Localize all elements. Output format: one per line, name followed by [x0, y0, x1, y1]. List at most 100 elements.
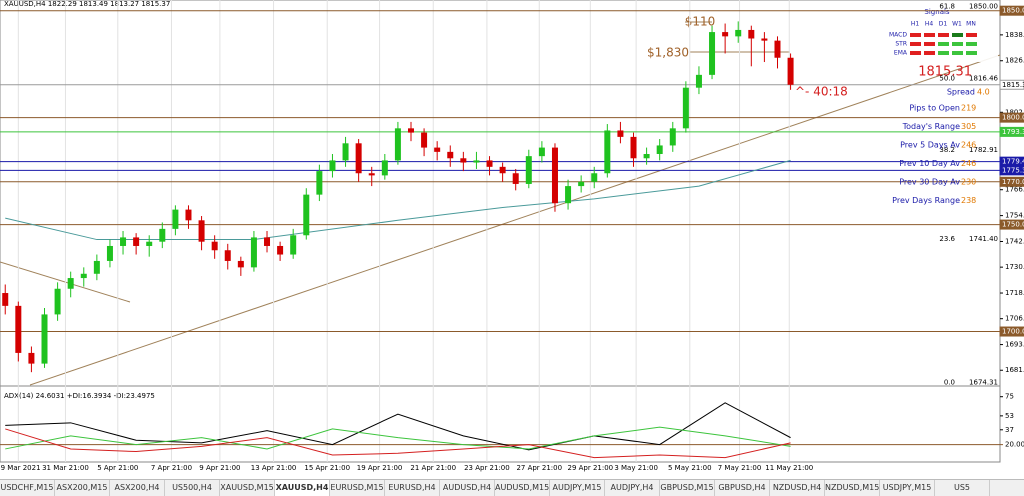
candle-body — [277, 245, 284, 255]
candle-body — [2, 293, 9, 306]
y-tick-label: 37 — [1005, 426, 1014, 434]
info-label: Prev 10 Day Av — [899, 159, 960, 168]
signal-cell — [910, 51, 921, 55]
candle-body — [80, 273, 87, 279]
indicator-line — [5, 402, 791, 451]
tab[interactable]: AUDJPY,M15 — [550, 480, 605, 496]
signal-cell — [924, 51, 935, 55]
candle-body — [381, 160, 388, 176]
x-tick-label: 15 Apr 21:00 — [304, 464, 350, 472]
signal-cell — [966, 42, 977, 46]
plot-frame — [0, 0, 1001, 463]
level-label: 1779.42 — [1002, 158, 1024, 166]
candle-body — [695, 74, 702, 88]
candle-body — [591, 173, 598, 182]
indicator-line — [5, 426, 791, 450]
level-label: 1850.00 — [1002, 7, 1024, 15]
candle-body — [368, 173, 375, 176]
trendline — [29, 54, 1001, 386]
info-label: Today's Range — [902, 122, 960, 131]
current-price: 1815.31 — [918, 65, 972, 80]
tab[interactable]: ASX200,M15 — [55, 480, 110, 496]
candle-body — [106, 245, 113, 261]
tab[interactable]: NZDUSD,M15 — [825, 480, 880, 496]
info-value: 246 — [961, 141, 976, 150]
info-value: 230 — [961, 178, 976, 187]
candle-body — [735, 29, 742, 37]
tab[interactable]: USDJPY,M15 — [880, 480, 935, 496]
level-badge — [999, 112, 1024, 123]
x-tick-label: 7 May 21:00 — [718, 464, 762, 472]
candle-body — [722, 32, 729, 37]
tab-bar: USDCHF,M15 ASX200,M15 ASX200,H4 US500,H4 XAU… — [0, 479, 1024, 496]
level-label: 1750.00 — [1002, 221, 1024, 229]
candle-body — [512, 173, 519, 184]
tab[interactable]: NZDUSD,H4 — [770, 480, 825, 496]
annotation: $110 — [685, 15, 716, 29]
level-badge — [999, 126, 1024, 137]
level-badge — [999, 165, 1024, 176]
candle-body — [447, 151, 454, 159]
y-tick-label: 1766.30 — [1005, 186, 1024, 194]
tab[interactable]: EURUSD,H4 — [385, 480, 440, 496]
info-label: Prev Days Range — [892, 196, 960, 205]
tab[interactable]: AUDUSD,M15 — [495, 480, 550, 496]
y-tick-label: 1730.10 — [1005, 263, 1024, 271]
fib-price: 1816.46 — [969, 74, 998, 82]
y-tick-label: 1693.90 — [1005, 341, 1024, 349]
fib-ratio: 23.6 — [939, 235, 955, 243]
tab[interactable]: EURUSD,M15 — [330, 480, 385, 496]
tab[interactable]: ASX200,H4 — [110, 480, 165, 496]
candle-body — [211, 241, 218, 251]
y-tick-label: 1706.00 — [1005, 315, 1024, 323]
signal-row: STR — [895, 41, 907, 48]
tab[interactable]: XAUUSD,M15 — [220, 480, 275, 496]
signal-cell — [952, 42, 963, 46]
level-badge — [999, 219, 1024, 230]
candle-body — [146, 241, 153, 246]
signal-cell — [966, 51, 977, 55]
indicator-line — [5, 428, 791, 459]
tab[interactable]: US5 — [935, 480, 990, 496]
candle-body — [67, 278, 74, 289]
candle-body — [499, 166, 506, 174]
fib-price: 1850.00 — [969, 3, 998, 11]
candle-body — [394, 128, 401, 161]
tab[interactable]: XAUUSD,H4 — [275, 480, 330, 496]
x-tick-label: 31 Mar 21:00 — [42, 464, 89, 472]
level-badge — [999, 176, 1024, 187]
candle-body — [264, 237, 271, 246]
info-label: Pips to Open — [909, 104, 960, 113]
candle-body — [630, 136, 637, 159]
x-tick-label: 5 May 21:00 — [668, 464, 712, 472]
candle-body — [120, 237, 127, 246]
signal-row: MACD — [889, 32, 907, 39]
candle-body — [656, 145, 663, 154]
fib-price: 1674.31 — [969, 378, 998, 386]
y-tick-label: 20.0000 — [1005, 441, 1024, 449]
level-label: 1793.34 — [1002, 128, 1024, 136]
x-tick-label: 7 Apr 21:00 — [151, 464, 192, 472]
level-label: 1815.37 — [1002, 81, 1024, 89]
tab[interactable]: AUDJPY,H4 — [605, 480, 660, 496]
candle-body — [355, 143, 362, 174]
candle-body — [342, 143, 349, 161]
x-tick-label: 3 May 21:00 — [614, 464, 658, 472]
signal-cell — [952, 33, 963, 37]
level-badge — [999, 326, 1024, 337]
timer: ^- 40:18 — [795, 85, 848, 99]
tab[interactable]: AUDUSD,H4 — [440, 480, 495, 496]
candle-body — [133, 237, 140, 246]
candle-body — [237, 260, 244, 268]
signal-cell — [966, 33, 977, 37]
tab[interactable]: US500,H4 — [165, 480, 220, 496]
info-label: Prev 30 Day Av — [899, 178, 960, 187]
candle-body — [93, 260, 100, 274]
signal-cell — [938, 33, 949, 37]
candle-body — [761, 38, 768, 41]
tab[interactable]: USDCHF,M15 — [0, 480, 55, 496]
tab[interactable]: GBPUSD,M15 — [660, 480, 715, 496]
spread-value: 4.0 — [977, 88, 990, 97]
candle-body — [473, 160, 480, 163]
tab[interactable]: GBPUSD,H4 — [715, 480, 770, 496]
